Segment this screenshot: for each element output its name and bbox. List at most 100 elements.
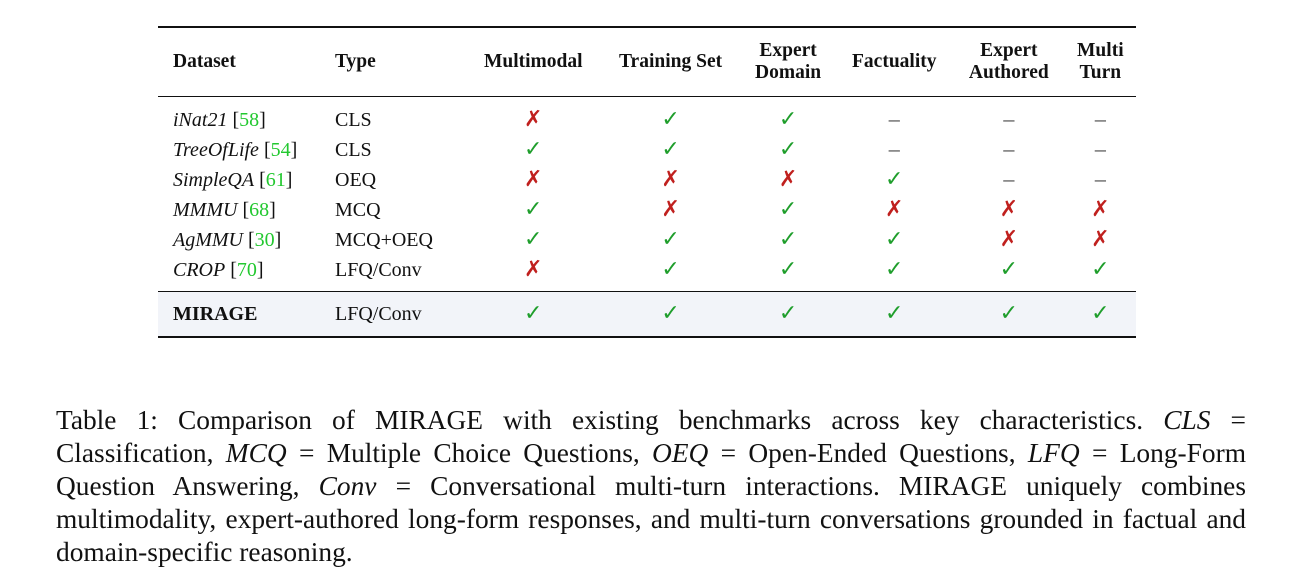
- header-row: Dataset Type Multimodal Training Set Exp…: [158, 27, 1136, 97]
- type-cell: LFQ/Conv: [329, 291, 466, 337]
- header-label: Expert: [980, 40, 1038, 61]
- cross-mark-icon: ✗: [524, 166, 543, 191]
- check-mark-icon: ✓: [661, 136, 680, 161]
- check-mark-icon: ✓: [999, 256, 1019, 281]
- table-cell: ✓: [741, 97, 836, 136]
- cross-mark-icon: ✗: [885, 196, 904, 221]
- dataset-cell: TreeOfLife [54]: [173, 138, 298, 161]
- table-row: AgMMU [30] MCQ+OEQ ✓ ✓ ✓ ✓ ✗ ✗: [158, 225, 1136, 255]
- caption-text: = Long-Form Question Answering,: [56, 438, 1246, 502]
- dataset-cell: CROP [70]: [173, 258, 264, 281]
- type-cell: OEQ: [335, 168, 377, 191]
- check-mark-icon: ✓: [778, 226, 798, 251]
- dash-icon: –: [1094, 136, 1106, 161]
- table-row: iNat21 [58] CLS ✗ ✓ ✓ – – –: [158, 96, 1136, 136]
- header-label: Dataset: [173, 51, 236, 72]
- citation-link[interactable]: 58: [239, 108, 260, 131]
- caption-term: OEQ: [652, 438, 709, 469]
- table-cell: ✓: [466, 225, 601, 255]
- dataset-cell: AgMMU [30]: [173, 228, 282, 251]
- check-mark-icon: ✓: [778, 300, 798, 325]
- header-label: Expert: [759, 40, 817, 61]
- dataset-name: AgMMU: [173, 228, 243, 251]
- table-cell: ✗: [601, 165, 741, 195]
- dataset-name: CROP: [173, 258, 226, 281]
- cross-mark-icon: ✗: [524, 256, 543, 281]
- dataset-name: MMMU: [173, 198, 238, 221]
- cross-mark-icon: ✗: [1091, 196, 1110, 221]
- table-cell: ✓: [466, 291, 601, 337]
- dash-icon: –: [1003, 166, 1015, 191]
- cross-mark-icon: ✗: [999, 196, 1019, 221]
- table-cell: ✗: [836, 195, 953, 225]
- table-cell: ✓: [1065, 255, 1136, 292]
- table-cell: ✓: [466, 135, 601, 165]
- table-cell: ✗: [466, 97, 601, 136]
- table-cell: ✓: [835, 291, 953, 337]
- dataset-cell: SimpleQA [61]: [173, 168, 293, 191]
- check-mark-icon: ✓: [1091, 300, 1110, 325]
- table-cell: ✓: [740, 291, 836, 337]
- table-cell: –: [953, 135, 1065, 165]
- header-label: Multimodal: [483, 51, 583, 72]
- check-mark-icon: ✓: [778, 256, 798, 281]
- dash-icon: –: [1094, 106, 1106, 131]
- header-label: Multi: [1077, 40, 1124, 61]
- check-mark-icon: ✓: [661, 226, 680, 251]
- table-cell: ✗: [466, 255, 601, 292]
- table-cell: ✓: [836, 255, 953, 292]
- comparison-table-container: Dataset Type Multimodal Training Set Exp…: [158, 26, 1136, 338]
- header-factuality: Factuality: [836, 27, 953, 97]
- dash-icon: –: [1094, 166, 1106, 191]
- check-mark-icon: ✓: [778, 196, 798, 221]
- dataset-name: MIRAGE: [158, 291, 329, 337]
- check-mark-icon: ✓: [524, 136, 543, 161]
- check-mark-icon: ✓: [999, 300, 1019, 325]
- table-cell: ✗: [466, 165, 601, 195]
- header-label: Factuality: [852, 51, 937, 72]
- table-body: iNat21 [58] CLS ✗ ✓ ✓ – – – TreeOfLife [54] CLS ✓ ✓…: [158, 96, 1136, 337]
- table-row: MMMU [68] MCQ ✓ ✗ ✓ ✗ ✗ ✗: [158, 195, 1136, 225]
- citation-link[interactable]: 61: [265, 168, 286, 191]
- type-cell: CLS: [335, 138, 372, 161]
- table-cell: ✓: [836, 225, 953, 255]
- citation-link[interactable]: 68: [249, 198, 270, 221]
- caption-text: = Classification,: [56, 405, 1246, 469]
- table-cell: ✓: [601, 97, 741, 136]
- check-mark-icon: ✓: [661, 106, 680, 131]
- cross-mark-icon: ✗: [999, 226, 1019, 251]
- cross-mark-icon: ✗: [661, 166, 680, 191]
- header-training-set: Training Set: [601, 27, 741, 97]
- check-mark-icon: ✓: [885, 300, 904, 325]
- caption-text: = Conversational multi-turn interactions…: [56, 471, 1246, 568]
- check-mark-icon: ✓: [661, 300, 680, 325]
- dash-icon: –: [1003, 106, 1015, 131]
- check-mark-icon: ✓: [885, 166, 904, 191]
- check-mark-icon: ✓: [885, 256, 904, 281]
- citation-link[interactable]: 54: [270, 138, 291, 161]
- check-mark-icon: ✓: [1091, 256, 1110, 281]
- dataset-name: iNat21: [173, 108, 228, 131]
- citation-link[interactable]: 70: [236, 258, 257, 281]
- dataset-name: TreeOfLife: [173, 138, 259, 161]
- header-label: Turn: [1079, 62, 1122, 83]
- check-mark-icon: ✓: [661, 256, 680, 281]
- type-cell: CLS: [335, 108, 372, 131]
- check-mark-icon: ✓: [885, 226, 904, 251]
- table-cell: –: [953, 97, 1065, 136]
- check-mark-icon: ✓: [524, 300, 543, 325]
- table-cell: ✓: [601, 255, 741, 292]
- table-cell: ✗: [741, 165, 836, 195]
- citation-link[interactable]: 30: [254, 228, 275, 251]
- header-expert-domain: Expert Domain: [741, 27, 836, 97]
- check-mark-icon: ✓: [524, 226, 543, 251]
- check-mark-icon: ✓: [524, 196, 543, 221]
- table-cell: –: [1065, 97, 1136, 136]
- dataset-cell: MMMU [68]: [173, 198, 276, 221]
- header-label: Training Set: [619, 51, 723, 72]
- table-cell: ✗: [1065, 195, 1136, 225]
- header-type: Type: [329, 27, 466, 97]
- table-cell: ✓: [836, 165, 953, 195]
- table-cell: ✓: [1064, 291, 1136, 337]
- type-cell: MCQ+OEQ: [335, 228, 433, 251]
